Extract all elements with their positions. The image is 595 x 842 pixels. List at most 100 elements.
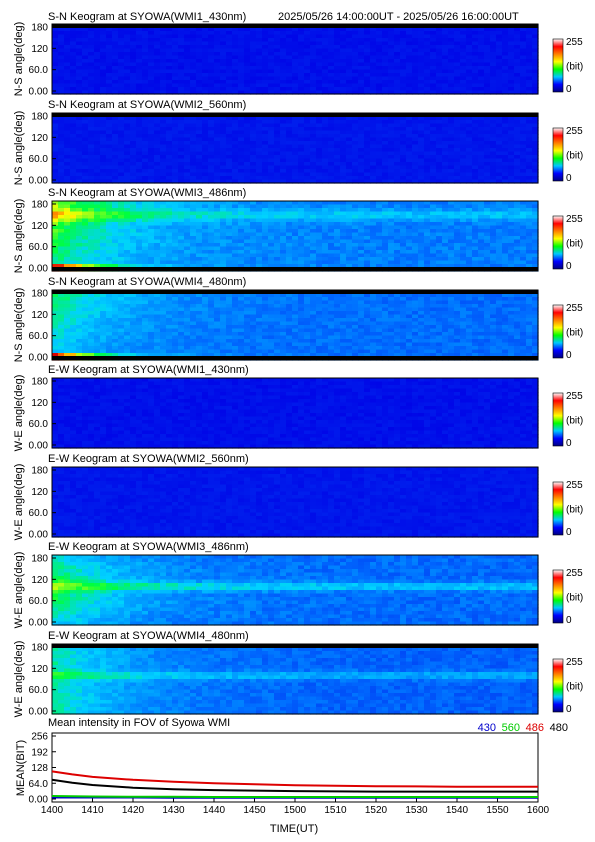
keogram-cell [196,243,203,248]
keogram-cell [88,208,95,213]
keogram-cell [112,246,119,251]
keogram-cell [460,80,467,85]
keogram-cell [214,264,221,269]
keogram-cell [316,225,323,230]
keogram-cell [454,243,461,248]
keogram-cell [478,232,485,237]
keogram-cell [454,208,461,213]
keogram-cell [274,218,281,223]
keogram-cell [268,66,275,71]
keogram-cell [190,179,197,184]
keogram-cell [418,130,425,135]
keogram-cell [232,41,239,46]
keogram-cell [130,52,137,57]
keogram-cell [358,116,365,121]
keogram-cell [334,264,341,269]
keogram-cell [136,246,143,251]
keogram-cell [424,27,431,32]
keogram-cell [220,31,227,36]
keogram-cell [496,69,503,74]
keogram-cell [58,59,65,64]
keogram-cell [388,165,395,170]
keogram-cell [106,260,113,265]
keogram-cell [154,52,161,57]
keogram-cell [64,222,71,227]
keogram-cell [448,264,455,269]
keogram-cell [160,176,167,181]
keogram-cell [520,201,527,206]
keogram-cell [496,236,503,241]
keogram-cell [298,127,305,132]
keogram-cell [472,158,479,163]
keogram-cell [310,34,317,39]
keogram-cell [514,137,521,142]
keogram-cell [454,215,461,220]
keogram-cell [58,55,65,60]
keogram-cell [406,211,413,216]
keogram-cell [478,172,485,177]
keogram-cell [136,38,143,43]
keogram-cell [256,176,263,181]
keogram-cell [328,69,335,74]
keogram-cell [442,90,449,95]
keogram-cell [436,250,443,255]
keogram-cell [382,264,389,269]
keogram-cell [112,225,119,230]
keogram-cell [166,73,173,78]
keogram-cell [466,137,473,142]
keogram-cell [70,48,77,53]
keogram-cell [484,211,491,216]
keogram-cell [244,201,251,206]
keogram-cell [88,116,95,121]
keogram-cell [328,165,335,170]
keogram-cell [172,123,179,128]
keogram-cell [430,73,437,78]
keogram-cell [220,27,227,32]
keogram-cell [208,260,215,265]
keogram-cell [124,123,131,128]
keogram-cell [508,236,515,241]
keogram-cell [130,134,137,139]
keogram-cell [160,236,167,241]
keogram-cell [400,179,407,184]
keogram-cell [208,179,215,184]
keogram-cell [142,250,149,255]
keogram-cell [142,158,149,163]
keogram-cell [64,127,71,132]
keogram-cell [148,264,155,269]
keogram-cell [508,215,515,220]
keogram-cell [460,116,467,121]
keogram-cell [118,76,125,81]
keogram-cell [88,264,95,269]
keogram-cell [76,123,83,128]
keogram-cell [208,134,215,139]
keogram-cell [358,218,365,223]
keogram-cell [352,55,359,60]
keogram-cell [418,204,425,209]
keogram-cell [76,211,83,216]
keogram-cell [262,148,269,153]
keogram-cell [478,76,485,81]
keogram-cell [88,253,95,258]
keogram-cell [436,169,443,174]
keogram-cell [58,222,65,227]
keogram-cell [196,201,203,206]
keogram-cell [184,48,191,53]
keogram-cell [112,27,119,32]
keogram-cell [322,208,329,213]
keogram-cell [244,151,251,156]
keogram-cell [118,158,125,163]
keogram-cell [334,179,341,184]
keogram-cell [142,253,149,258]
keogram-cell [130,229,137,234]
keogram-cell [382,73,389,78]
keogram-cell [178,116,185,121]
keogram-cell [250,69,257,74]
keogram-cell [298,55,305,60]
keogram-cell [466,218,473,223]
keogram-cell [292,144,299,149]
keogram-cell [292,34,299,39]
keogram-cell [304,45,311,50]
keogram-cell [298,246,305,251]
